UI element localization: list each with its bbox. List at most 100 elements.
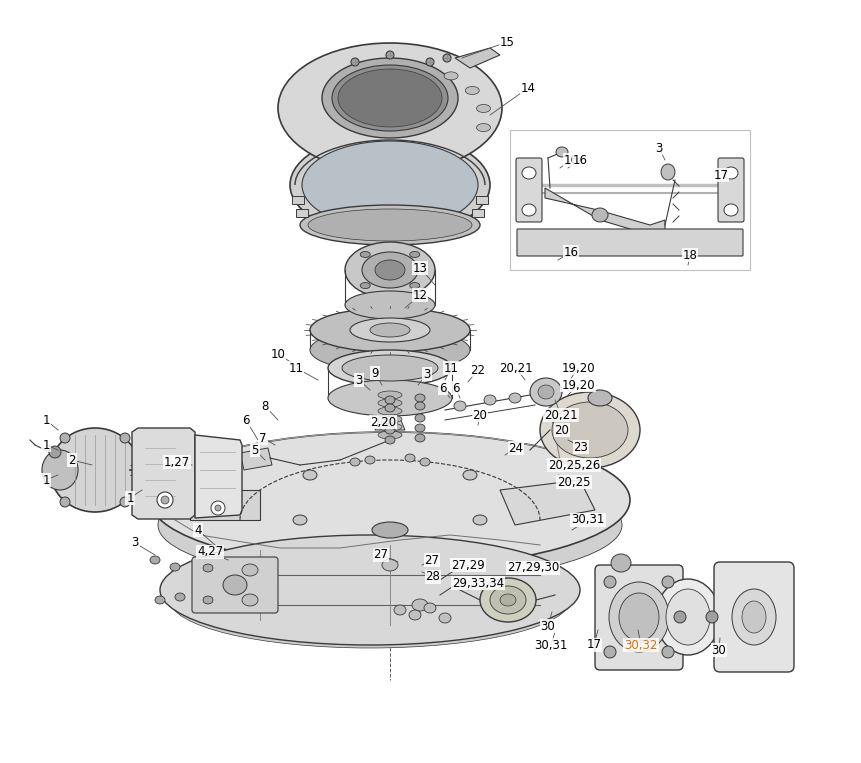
Text: 3: 3 bbox=[356, 374, 362, 387]
Ellipse shape bbox=[538, 385, 554, 399]
Ellipse shape bbox=[175, 593, 185, 601]
Ellipse shape bbox=[556, 147, 568, 157]
Ellipse shape bbox=[540, 392, 640, 468]
Ellipse shape bbox=[378, 423, 402, 431]
Ellipse shape bbox=[473, 515, 487, 525]
Ellipse shape bbox=[412, 599, 428, 611]
Ellipse shape bbox=[522, 167, 536, 179]
Ellipse shape bbox=[293, 515, 307, 525]
Text: 7: 7 bbox=[259, 432, 267, 445]
FancyBboxPatch shape bbox=[718, 158, 744, 222]
Text: 1,27: 1,27 bbox=[164, 456, 190, 468]
Ellipse shape bbox=[420, 458, 430, 466]
Text: 17: 17 bbox=[586, 639, 602, 652]
Ellipse shape bbox=[443, 54, 451, 62]
Ellipse shape bbox=[480, 578, 536, 622]
Ellipse shape bbox=[394, 605, 406, 615]
Text: 14: 14 bbox=[521, 82, 536, 95]
Ellipse shape bbox=[170, 552, 570, 648]
Text: 16: 16 bbox=[573, 153, 587, 166]
Bar bbox=[472, 209, 484, 217]
FancyBboxPatch shape bbox=[517, 229, 743, 256]
Ellipse shape bbox=[385, 436, 395, 444]
Ellipse shape bbox=[509, 393, 521, 403]
Ellipse shape bbox=[370, 323, 410, 337]
Ellipse shape bbox=[415, 434, 425, 442]
Ellipse shape bbox=[382, 559, 398, 571]
Ellipse shape bbox=[405, 454, 415, 462]
Ellipse shape bbox=[150, 432, 630, 568]
Text: 27: 27 bbox=[424, 553, 439, 566]
Ellipse shape bbox=[328, 380, 452, 416]
Ellipse shape bbox=[656, 579, 720, 655]
Ellipse shape bbox=[49, 446, 61, 458]
Ellipse shape bbox=[302, 141, 478, 229]
Text: 1: 1 bbox=[127, 491, 133, 504]
Ellipse shape bbox=[476, 124, 491, 131]
Bar bbox=[510, 130, 750, 270]
Text: 10: 10 bbox=[270, 347, 286, 360]
Ellipse shape bbox=[415, 414, 425, 422]
Ellipse shape bbox=[223, 575, 247, 595]
Ellipse shape bbox=[415, 402, 425, 410]
Ellipse shape bbox=[120, 497, 130, 507]
Text: 15: 15 bbox=[499, 36, 514, 49]
Ellipse shape bbox=[290, 133, 490, 237]
Ellipse shape bbox=[444, 72, 458, 80]
Polygon shape bbox=[375, 418, 405, 430]
Text: 30,32: 30,32 bbox=[624, 639, 658, 652]
Ellipse shape bbox=[155, 596, 165, 604]
Ellipse shape bbox=[424, 603, 436, 613]
Ellipse shape bbox=[372, 522, 408, 538]
Text: 3: 3 bbox=[132, 536, 139, 549]
Ellipse shape bbox=[242, 564, 258, 576]
Polygon shape bbox=[240, 448, 272, 470]
Text: 22: 22 bbox=[470, 363, 486, 376]
Ellipse shape bbox=[378, 431, 402, 439]
Text: 1: 1 bbox=[42, 474, 50, 487]
Ellipse shape bbox=[611, 554, 631, 572]
Text: 13: 13 bbox=[412, 262, 427, 275]
Text: 18: 18 bbox=[683, 249, 697, 262]
Ellipse shape bbox=[342, 355, 438, 381]
Text: 2,20: 2,20 bbox=[370, 416, 396, 429]
Ellipse shape bbox=[362, 252, 418, 288]
Ellipse shape bbox=[120, 433, 130, 443]
Polygon shape bbox=[132, 428, 195, 519]
Ellipse shape bbox=[465, 86, 480, 95]
Ellipse shape bbox=[160, 535, 580, 645]
Ellipse shape bbox=[666, 589, 710, 645]
Ellipse shape bbox=[742, 601, 766, 633]
Text: 16: 16 bbox=[563, 153, 579, 166]
Text: 4,27: 4,27 bbox=[197, 546, 223, 559]
Ellipse shape bbox=[552, 402, 628, 458]
Ellipse shape bbox=[338, 69, 442, 127]
Ellipse shape bbox=[157, 492, 173, 508]
Text: 17: 17 bbox=[714, 169, 728, 182]
Ellipse shape bbox=[706, 611, 718, 623]
Ellipse shape bbox=[385, 404, 395, 412]
Ellipse shape bbox=[328, 350, 452, 386]
Text: 12: 12 bbox=[412, 288, 428, 301]
Ellipse shape bbox=[332, 65, 448, 131]
FancyBboxPatch shape bbox=[192, 557, 278, 613]
Ellipse shape bbox=[278, 43, 502, 173]
Ellipse shape bbox=[609, 582, 669, 652]
Ellipse shape bbox=[50, 428, 140, 512]
Ellipse shape bbox=[530, 378, 562, 406]
Ellipse shape bbox=[378, 391, 402, 399]
Text: 20: 20 bbox=[473, 408, 487, 421]
Ellipse shape bbox=[385, 396, 395, 404]
Text: 2: 2 bbox=[68, 453, 76, 466]
Polygon shape bbox=[190, 490, 260, 520]
Ellipse shape bbox=[150, 556, 160, 564]
Ellipse shape bbox=[300, 205, 480, 245]
Ellipse shape bbox=[360, 282, 370, 288]
Ellipse shape bbox=[360, 252, 370, 257]
FancyBboxPatch shape bbox=[714, 562, 794, 672]
Ellipse shape bbox=[378, 407, 402, 415]
Ellipse shape bbox=[604, 646, 616, 658]
Ellipse shape bbox=[203, 596, 213, 604]
Ellipse shape bbox=[410, 282, 420, 288]
Text: 27: 27 bbox=[374, 549, 388, 562]
